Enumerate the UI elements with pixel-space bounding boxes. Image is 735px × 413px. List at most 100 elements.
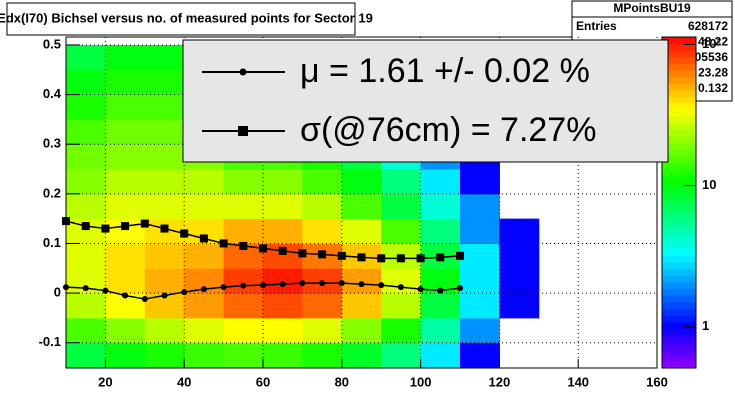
frame — [65, 36, 658, 369]
series-marker — [357, 253, 366, 262]
heatmap-cell — [460, 317, 500, 344]
y-tick-label: 0.5 — [43, 36, 61, 51]
heatmap-cell — [223, 317, 264, 344]
heatmap-cell — [184, 243, 225, 269]
heatmap-cell — [184, 342, 225, 369]
color-bar-step — [662, 116, 696, 124]
series-marker — [337, 251, 346, 260]
heatmap-cell — [302, 317, 343, 344]
heatmap-cell — [381, 169, 422, 195]
heatmap-cell — [341, 193, 382, 220]
heatmap-cell — [66, 317, 106, 344]
series-marker — [141, 296, 148, 303]
color-bar-step — [662, 70, 696, 78]
series-marker — [318, 250, 327, 259]
color-bar-step — [662, 202, 696, 210]
color-bar-step — [662, 209, 696, 217]
y-tick-label: 0.2 — [43, 185, 61, 200]
series-marker — [239, 241, 248, 250]
color-bar-step — [662, 182, 696, 190]
series-marker — [161, 292, 168, 299]
heatmap-cell — [381, 342, 422, 369]
series-marker — [338, 280, 345, 287]
series-marker — [101, 224, 110, 233]
heatmap-cell — [144, 69, 185, 96]
color-bar-step — [662, 215, 696, 223]
series-marker — [121, 222, 130, 231]
color-bar-step — [662, 235, 696, 243]
series-marker — [416, 254, 425, 263]
heatmap-cell — [263, 293, 303, 319]
color-bar-step — [662, 328, 696, 336]
color-bar-step — [662, 268, 696, 276]
heatmap-cell — [66, 243, 106, 269]
stats-title: MPointsBU19 — [613, 1, 691, 15]
x-tick-label: 20 — [98, 374, 112, 389]
x-tick-label: 140 — [567, 374, 589, 389]
color-bar-step — [662, 142, 696, 151]
color-bar-step — [662, 222, 696, 230]
color-bar-step — [662, 89, 696, 98]
heatmap-cell — [263, 169, 303, 195]
color-bar-step — [662, 295, 696, 303]
heatmap-cell — [341, 218, 382, 244]
color-bar-step — [662, 43, 696, 51]
series-marker — [278, 246, 287, 255]
series-marker — [102, 287, 109, 294]
color-bar-step — [662, 242, 696, 250]
stats-value: 628172 — [688, 19, 728, 33]
color-bar-step — [662, 149, 696, 157]
series-marker — [259, 244, 267, 253]
color-bar-step — [662, 275, 696, 283]
heatmap-cell — [499, 218, 540, 244]
heatmap-cell — [263, 268, 303, 294]
series-marker — [140, 219, 149, 228]
heatmap-cell — [460, 169, 500, 195]
heatmap-cell — [381, 218, 422, 244]
legend-frame — [182, 39, 669, 163]
heatmap-cell — [144, 44, 185, 71]
color-bar-step — [662, 109, 696, 117]
series-marker — [82, 285, 89, 292]
heatmap-cell — [499, 243, 540, 269]
series-marker — [396, 254, 405, 263]
series-marker — [358, 281, 365, 288]
color-bar-step — [662, 228, 696, 237]
x-tick-label: 120 — [489, 374, 511, 389]
series-marker — [378, 282, 385, 289]
heatmap-cell — [341, 268, 382, 294]
legend-text: μ = 1.61 +/- 0.02 % — [300, 52, 590, 90]
heatmap-cell — [223, 293, 264, 319]
heatmap-cell — [381, 193, 422, 220]
heatmap-cell — [144, 243, 185, 269]
heatmap-cell — [420, 193, 461, 220]
heatmap-cell — [105, 268, 146, 294]
heatmap-cell — [302, 293, 343, 319]
heatmap-cell — [499, 268, 540, 294]
y-tick-label: 0.4 — [43, 86, 62, 101]
heatmap-cell — [223, 218, 264, 244]
z-tick-label: 10² — [702, 36, 721, 51]
heatmap-cell — [66, 193, 106, 220]
heatmap-cell — [184, 169, 225, 195]
heatmap-cell — [341, 317, 382, 344]
color-bar-step — [662, 248, 696, 256]
color-bar-step — [662, 176, 696, 184]
color-bar-step — [662, 341, 696, 349]
color-bar-step — [662, 189, 696, 197]
color-bar-step — [662, 37, 696, 45]
color-bar-step — [662, 262, 696, 270]
heatmap-cell — [66, 342, 106, 369]
series-marker — [122, 292, 129, 299]
legend: μ = 1.61 +/- 0.02 % σ(@76cm) = 7.27% — [182, 39, 669, 163]
series-marker — [457, 285, 463, 292]
heatmap-cell — [144, 144, 185, 170]
heatmap-cell — [420, 293, 461, 319]
series-marker — [160, 224, 169, 233]
heatmap-cell — [144, 94, 185, 120]
heatmap-cell — [105, 144, 146, 170]
color-bar-step — [662, 315, 696, 323]
color-bar-step — [662, 129, 696, 137]
heatmap-cell — [263, 218, 303, 244]
color-bar-step — [662, 56, 696, 64]
